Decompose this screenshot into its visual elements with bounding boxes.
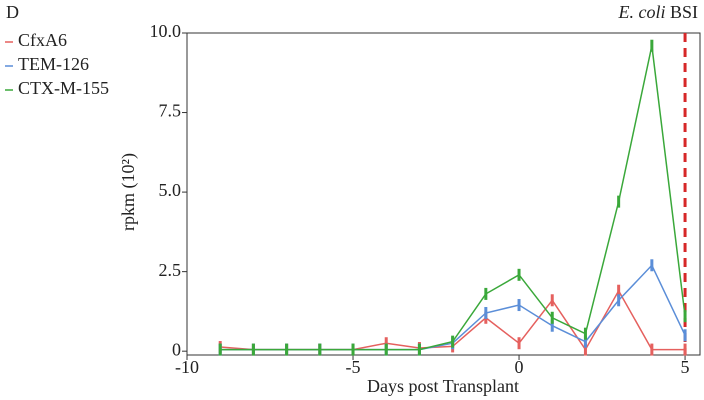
legend-label: CfxA6 [18, 30, 67, 50]
plot-frame [186, 32, 701, 356]
y-tick-label: 2.5 [159, 260, 182, 280]
x-axis-label: Days post Transplant [367, 376, 519, 396]
legend-label: CTX-M-155 [18, 78, 109, 98]
y-tick-label: 0 [172, 339, 181, 359]
y-tick-label: 10.0 [150, 21, 182, 41]
panel-label: D [6, 2, 19, 22]
x-tick-label: -10 [175, 357, 199, 377]
event-label: E. coli BSI [617, 2, 698, 22]
y-axis-label: rpkm (10²) [118, 153, 139, 231]
x-tick-label: -5 [346, 357, 361, 377]
y-tick-label: 5.0 [159, 180, 182, 200]
event-label-text: BSI [670, 2, 698, 22]
y-tick-label: 7.5 [159, 101, 182, 121]
legend-label: TEM-126 [18, 54, 89, 74]
x-tick-label: 5 [681, 357, 690, 377]
event-label-italic: E. coli [617, 2, 665, 22]
x-tick-label: 0 [515, 357, 524, 377]
